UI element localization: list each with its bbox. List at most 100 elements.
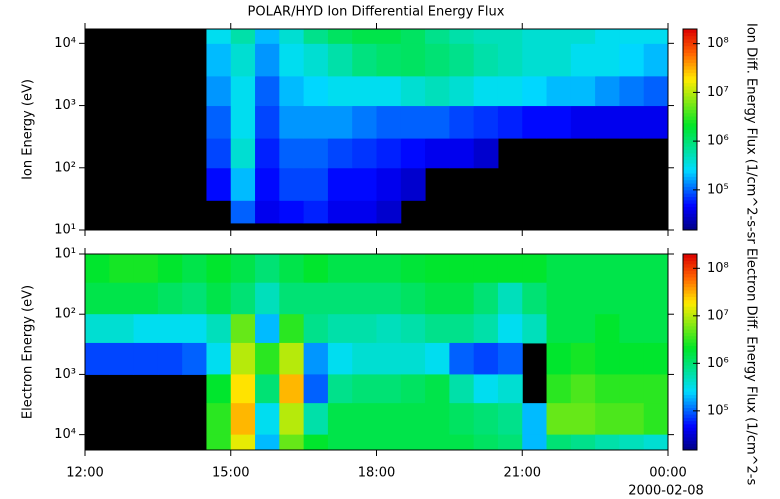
colorbar-segment [683,206,697,211]
heatmap-cell [425,138,450,169]
colorbar-segment [683,149,697,154]
heatmap-cell [279,29,305,44]
heatmap-cell [473,374,499,404]
heatmap-cell [206,43,232,77]
heatmap-cell [473,342,499,375]
colorbar-segment [683,267,697,271]
colorbar-segment [683,430,697,435]
heatmap-cell [546,434,572,451]
heatmap-cell [206,29,232,44]
heatmap-cell [206,254,232,284]
colorbar-segment [683,96,697,100]
x-tick-label: 15:00 [212,466,249,481]
colorbar-segment [683,39,697,43]
heatmap-cell [303,167,329,201]
heatmap-cell [230,282,256,315]
heatmap-cell [352,200,377,224]
heatmap-cell [473,282,499,315]
colorbar-segment [683,410,697,415]
heatmap-cell [303,138,329,169]
colorbar-segment [683,139,697,144]
colorbar-segment [683,85,697,90]
heatmap-cell [376,200,402,224]
heatmap-cell [157,314,183,344]
heatmap-cell [279,138,305,169]
heatmap-cell [327,138,353,169]
heatmap-cell [595,29,620,44]
heatmap-cell [473,434,499,451]
colorbar-segment [683,209,697,214]
heatmap-cell [643,434,669,451]
heatmap-cell [376,105,402,139]
heatmap-cell [157,282,183,315]
colorbar-segment [683,365,697,369]
colorbar-segment [683,65,697,70]
heatmap-cell [230,167,256,201]
heatmap-cell [279,314,305,344]
heatmap-cell [352,105,377,139]
heatmap-cell [400,105,426,139]
heatmap-cell [157,254,183,284]
heatmap-cell [352,43,377,77]
heatmap-cell [449,43,475,77]
colorbar-segment [683,335,697,340]
colorbar-segment [683,196,697,201]
colorbar-segment [683,142,697,147]
heatmap-cell [303,434,329,451]
heatmap-cell [449,314,475,344]
heatmap-cell [230,29,256,44]
heatmap-cell [376,403,402,436]
heatmap-cell [303,43,329,77]
heatmap-cell [255,29,280,44]
colorbar-tick-label: 10⁷ [707,85,729,100]
heatmap-cell [376,374,402,404]
colorbar-segment [683,332,697,337]
colorbar-segment [683,345,697,350]
heatmap-cell [303,29,329,44]
colorbar-segment [683,276,697,281]
colorbar-segment [683,159,697,164]
colorbar-segment [683,59,697,63]
heatmap-cell [327,254,353,284]
heatmap-cell [327,43,353,77]
heatmap-cell [279,434,305,451]
y-tick-label: 10¹ [54,223,76,238]
heatmap-cell [619,282,645,315]
heatmap-cell [376,29,402,44]
colorbar-segment [683,384,697,389]
heatmap-cell [570,403,596,436]
x-tick-label: 00:00 [649,466,686,481]
heatmap-cell [327,342,353,375]
colorbar-segment [683,322,697,327]
heatmap-cell [643,403,669,436]
heatmap-cell [449,138,475,169]
heatmap-cell [327,200,353,224]
heatmap-cell [546,403,572,436]
colorbar-segment [683,394,697,399]
heatmap-cell [157,342,183,375]
heatmap-cell [570,314,596,344]
colorbar-segment [683,306,697,311]
heatmap-cell [376,314,402,344]
heatmap-cell [230,314,256,344]
heatmap-cell [303,254,329,284]
colorbar-segment [683,303,697,307]
heatmap-cell [279,75,305,107]
heatmap-cell [425,374,450,404]
heatmap-cell [400,314,426,344]
colorbar-segment [683,358,697,363]
colorbar-label: Ion Diff. Energy Flux (1/cm^2-s-sr [744,23,759,244]
colorbar-segment [683,348,697,353]
heatmap-cell [425,43,450,77]
colorbar-segment [683,319,697,324]
heatmap-cell [182,342,207,375]
colorbar-segment [683,223,697,228]
heatmap-cell [85,282,110,315]
colorbar-segment [683,289,697,294]
heatmap-cell [497,342,523,375]
heatmap-cell [279,342,305,375]
heatmap-cell [473,138,499,169]
heatmap-cell [376,75,402,107]
heatmap-cell [400,254,426,284]
heatmap-cell [570,374,596,404]
